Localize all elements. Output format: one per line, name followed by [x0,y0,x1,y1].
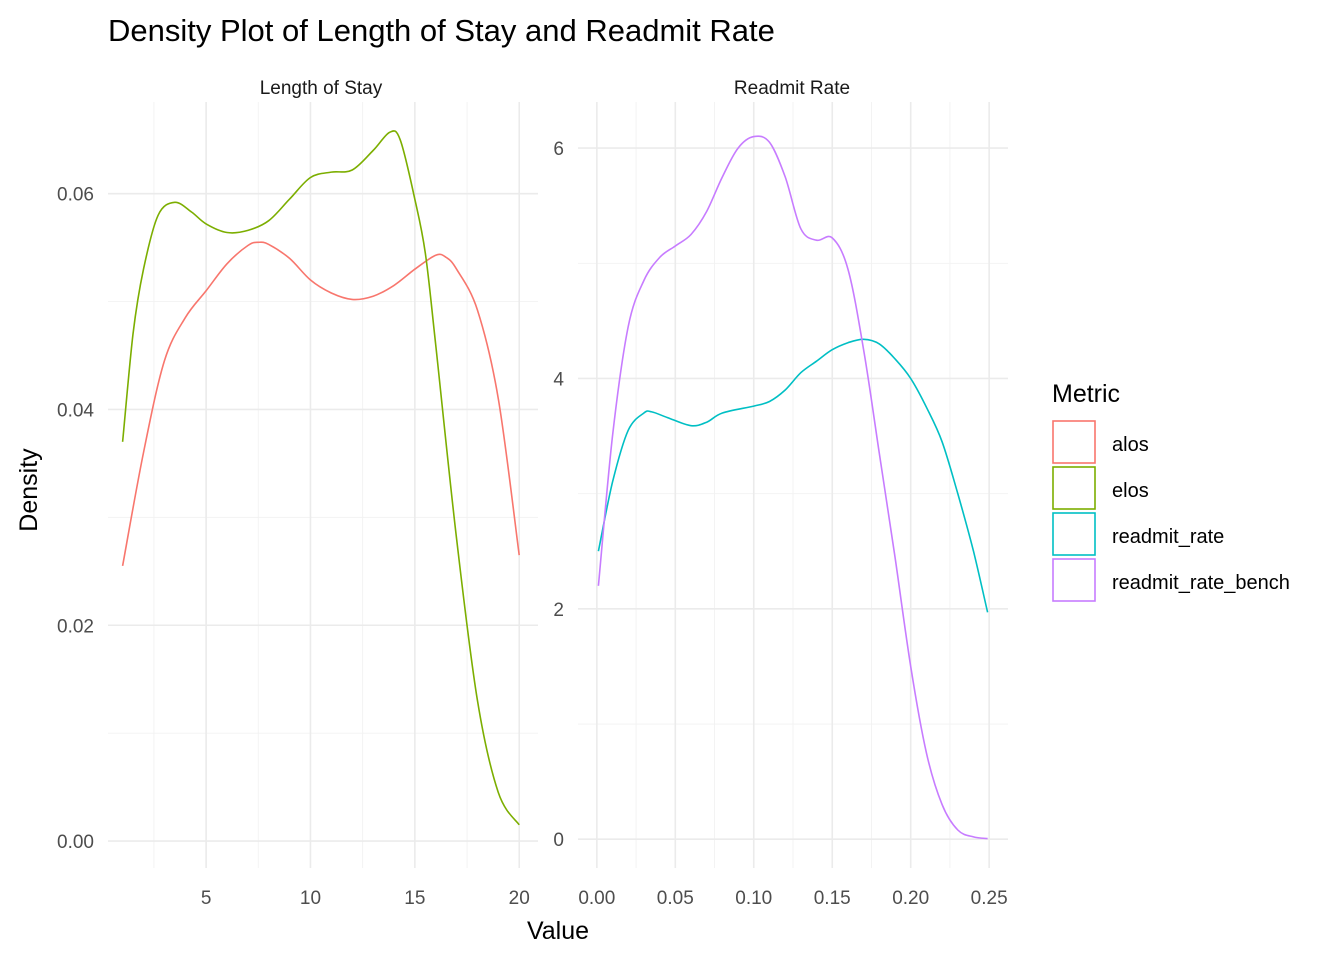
legend-item: elos [1052,466,1149,510]
y-tick-label: 6 [553,139,564,160]
panel-grid [578,102,1008,868]
legend-key [1052,420,1096,464]
legend-label: readmit_rate [1112,526,1224,548]
panel-readmit-rate: Readmit Rate 0.00 0.05 0.10 0.15 0.20 0.25 0 2 4… [553,78,1008,909]
x-tick-label: 10 [300,888,321,909]
density-curve-alos [121,241,520,567]
panel-strip-label: Readmit Rate [734,78,850,99]
x-tick-label: 0.10 [735,888,772,909]
panel-length-of-stay: Length of Stay 5 10 15 20 0.00 0.02 0.04 0.06 [57,78,538,909]
y-tick-label: 0.00 [57,832,94,853]
panel-ticks: 5 10 15 20 0.00 0.02 0.04 0.06 [57,185,530,909]
y-tick-label: 0.06 [57,185,94,206]
x-tick-label: 0.20 [892,888,929,909]
density-curve-readmit-rate-bench [597,135,988,840]
y-axis-title: Density [15,448,43,532]
x-tick-label: 0.15 [814,888,851,909]
legend-title: Metric [1052,380,1120,408]
panel-ticks: 0.00 0.05 0.10 0.15 0.20 0.25 0 2 4 6 [553,139,1007,909]
panel-curves [121,130,520,826]
y-tick-label: 0.02 [57,616,94,637]
panel-grid [108,102,538,868]
legend-key [1052,466,1096,510]
y-tick-label: 0 [553,830,564,851]
legend-item: alos [1052,420,1149,464]
legend-item: readmit_rate [1052,512,1224,556]
legend-item: readmit_rate_bench [1052,558,1290,602]
y-tick-label: 4 [553,369,564,390]
legend-items: alos elos readmit_rate readmit_rate_bench [1052,420,1290,602]
x-tick-label: 15 [404,888,425,909]
x-tick-label: 0.05 [657,888,694,909]
legend-key [1052,558,1096,602]
legend-label: elos [1112,480,1149,502]
x-axis-title: Value [527,917,589,945]
chart-title: Density Plot of Length of Stay and Readm… [108,13,775,48]
x-tick-label: 0.00 [578,888,615,909]
x-tick-label: 0.25 [971,888,1008,909]
density-curve-elos [121,130,520,826]
legend-key [1052,512,1096,556]
y-tick-label: 2 [553,600,564,621]
panel-curves [597,135,989,840]
x-tick-label: 5 [201,888,212,909]
y-tick-label: 0.04 [57,400,94,421]
x-tick-label: 20 [509,888,530,909]
legend: Metric alos elos readmit_rate readmit_rate_… [1052,380,1290,602]
legend-label: readmit_rate_bench [1112,572,1290,594]
panel-strip-label: Length of Stay [260,78,383,99]
legend-label: alos [1112,434,1149,456]
density-curve-readmit-rate [597,338,989,613]
